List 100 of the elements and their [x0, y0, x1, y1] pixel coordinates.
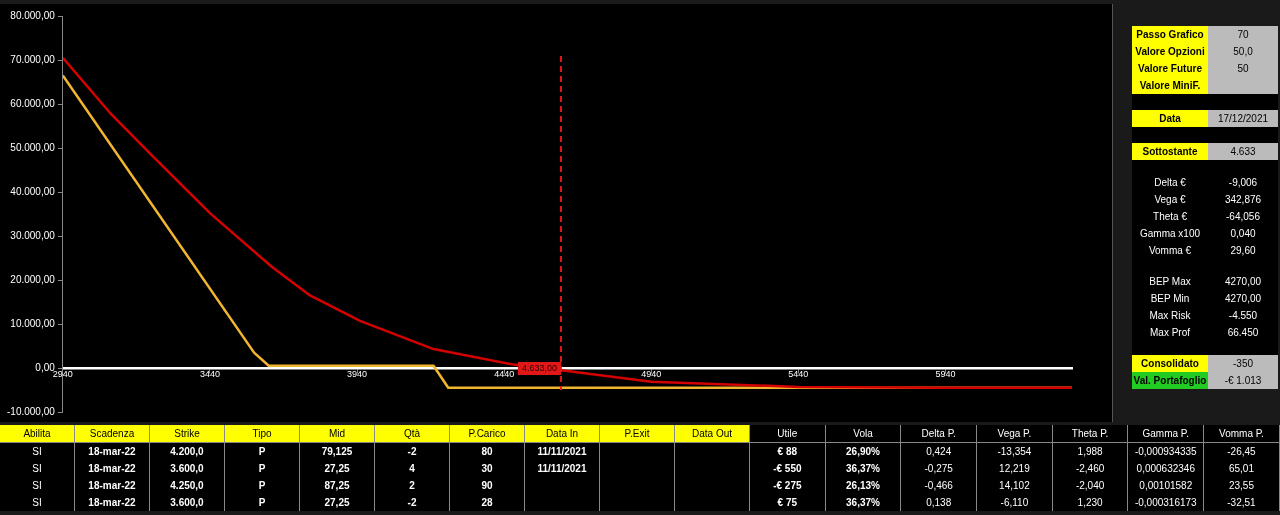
- x-tick-label: 5440: [788, 368, 809, 379]
- text: Gamma P.: [1128, 425, 1205, 443]
- text: -9,006: [1227, 176, 1259, 190]
- text: 11/11/2021: [525, 460, 600, 477]
- text: Max Risk: [1148, 309, 1192, 323]
- text: BEP Max: [1148, 275, 1192, 289]
- text: 28: [450, 494, 525, 511]
- text: -€ 275: [750, 477, 826, 494]
- y-tick-label: 70.000,00: [10, 53, 56, 65]
- text: SI: [0, 477, 75, 494]
- x-tick-label: 3940: [347, 368, 368, 379]
- y-tick-label: 20.000,00: [10, 273, 56, 285]
- text: 18-mar-22: [75, 477, 150, 494]
- text: 342,876: [1223, 193, 1263, 207]
- text: 4.633: [1208, 143, 1278, 160]
- x-tick-label: 5940: [935, 368, 956, 379]
- text: Consolidato: [1132, 355, 1208, 372]
- text: -0,275: [901, 460, 978, 477]
- text: -0,000316173: [1128, 494, 1205, 511]
- text: 65,01: [1204, 460, 1280, 477]
- text: 1,230: [1052, 494, 1129, 511]
- text: Data Out: [675, 425, 750, 443]
- text: -2: [375, 494, 450, 511]
- text: 18-mar-22: [75, 494, 150, 511]
- text: 4270,00: [1223, 292, 1263, 306]
- text: Passo Grafico: [1132, 26, 1208, 43]
- text: 17/12/2021: [1208, 110, 1278, 127]
- text: Delta P.: [901, 425, 978, 443]
- x-tick-label: 4440: [494, 368, 515, 379]
- y-tick-label: 40.000,00: [10, 185, 56, 197]
- text: 80: [450, 443, 525, 460]
- text: -64,056: [1225, 210, 1261, 224]
- text: SI: [0, 460, 75, 477]
- text: Valore Opzioni: [1132, 43, 1208, 60]
- text: Qtà: [375, 425, 450, 443]
- text: 3.600,0: [150, 460, 225, 477]
- text: 4.250,0: [150, 477, 225, 494]
- text: 66.450: [1226, 326, 1260, 340]
- text: 87,25: [300, 477, 375, 494]
- text: Theta P.: [1052, 425, 1129, 443]
- text: -2,040: [1052, 477, 1129, 494]
- text: 14,102: [977, 477, 1053, 494]
- y-tick-label: 60.000,00: [10, 97, 56, 109]
- text: 11/11/2021: [525, 443, 600, 460]
- text: Vola: [825, 425, 902, 443]
- text: Utile: [750, 425, 826, 443]
- text: Vomma €: [1147, 244, 1193, 258]
- text: Scadenza: [75, 425, 150, 443]
- text: Sottostante: [1132, 143, 1208, 160]
- text: BEP Min: [1149, 292, 1191, 306]
- text: 30: [450, 460, 525, 477]
- text: -26,45: [1204, 443, 1280, 460]
- text: -€ 550: [750, 460, 826, 477]
- text: Mid: [300, 425, 375, 443]
- text: -2,460: [1052, 460, 1129, 477]
- text: 50,0: [1208, 43, 1278, 60]
- text: Data In: [525, 425, 600, 443]
- text: -4.550: [1227, 309, 1259, 323]
- text: Data: [1132, 110, 1208, 127]
- text: 4270,00: [1223, 275, 1263, 289]
- text: 29,60: [1229, 244, 1257, 258]
- text: 26,90%: [825, 443, 902, 460]
- text: -350: [1208, 355, 1278, 372]
- text: 0,138: [901, 494, 978, 511]
- y-tick-label: 80.000,00: [10, 9, 56, 21]
- text: Valore MiniF.: [1132, 77, 1208, 94]
- text: P: [225, 494, 300, 511]
- text: € 88: [750, 443, 826, 460]
- text: 23,55: [1204, 477, 1280, 494]
- y-tick-label: 50.000,00: [10, 141, 56, 153]
- text: Val. Portafoglio: [1132, 372, 1208, 389]
- text: -0,000934335: [1128, 443, 1205, 460]
- text: 0,424: [901, 443, 978, 460]
- text: Vega €: [1153, 193, 1187, 207]
- text: € 75: [750, 494, 826, 511]
- text: SI: [0, 443, 75, 460]
- text: 18-mar-22: [75, 460, 150, 477]
- text: 0,040: [1229, 227, 1257, 241]
- text: P.Carico: [450, 425, 525, 443]
- text: Strike: [150, 425, 225, 443]
- text: Vega P.: [977, 425, 1053, 443]
- x-tick-label: 3440: [199, 368, 220, 379]
- text: 90: [450, 477, 525, 494]
- x-tick-label: 4940: [641, 368, 662, 379]
- text: Delta €: [1153, 176, 1187, 190]
- y-tick-label: 10.000,00: [10, 317, 56, 329]
- text: 3.600,0: [150, 494, 225, 511]
- text: 1,988: [1052, 443, 1129, 460]
- text: Max Prof: [1149, 326, 1191, 340]
- text: 27,25: [300, 460, 375, 477]
- text: 50: [1208, 60, 1278, 77]
- text: 0,000632346: [1128, 460, 1205, 477]
- text: 26,13%: [825, 477, 902, 494]
- y-tick-label: -10.000,00: [6, 405, 56, 417]
- text: SI: [0, 494, 75, 511]
- text: Theta €: [1152, 210, 1188, 224]
- text: 0,00101582: [1128, 477, 1205, 494]
- text: 36,37%: [825, 494, 902, 511]
- text: 2: [375, 477, 450, 494]
- text: 4: [375, 460, 450, 477]
